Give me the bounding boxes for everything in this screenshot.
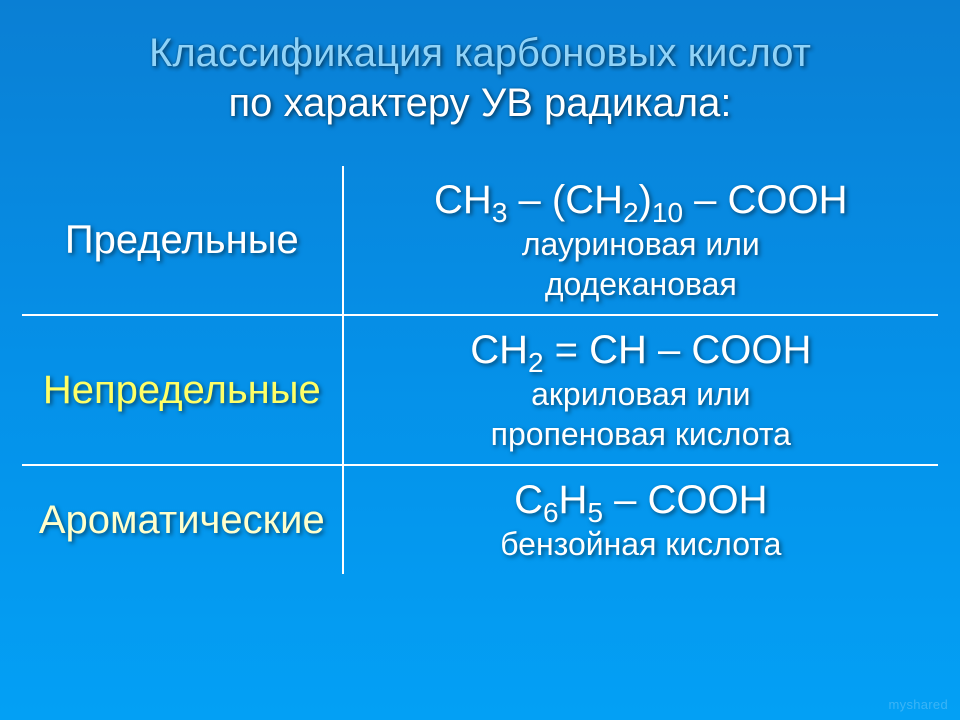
category-label: Предельные	[30, 216, 334, 264]
desc-line: пропеновая кислота	[352, 414, 930, 454]
formula-cell: C6H5 – COOH бензойная кислота	[343, 465, 938, 574]
formula: CH3 – (CH2)10 – COOH	[352, 176, 930, 224]
desc-line: додекановая	[352, 264, 930, 304]
formula-cell: CH2 = CH – COOH акриловая или пропеновая…	[343, 315, 938, 465]
formula: CH2 = CH – COOH	[352, 326, 930, 374]
slide: Классификация карбоновых кислот по харак…	[0, 0, 960, 720]
watermark: myshared	[889, 697, 948, 712]
desc-line: лауриновая или	[352, 224, 930, 264]
title-block: Классификация карбоновых кислот по харак…	[22, 28, 938, 128]
desc-line: акриловая или	[352, 374, 930, 414]
table-row: Ароматические C6H5 – COOH бензойная кисл…	[22, 465, 938, 574]
formula-cell: CH3 – (CH2)10 – COOH лауриновая или доде…	[343, 166, 938, 315]
category-cell: Ароматические	[22, 465, 343, 574]
title-line-2: по характеру УВ радикала:	[22, 78, 938, 128]
formula: C6H5 – COOH	[352, 476, 930, 524]
category-cell: Предельные	[22, 166, 343, 315]
category-label: Непредельные	[30, 366, 334, 414]
category-label: Ароматические	[30, 496, 334, 544]
title-line-1: Классификация карбоновых кислот	[22, 28, 938, 78]
category-cell: Непредельные	[22, 315, 343, 465]
table-row: Непредельные CH2 = CH – COOH акриловая и…	[22, 315, 938, 465]
classification-table: Предельные CH3 – (CH2)10 – COOH лауринов…	[22, 166, 938, 574]
desc-line: бензойная кислота	[352, 524, 930, 564]
table-row: Предельные CH3 – (CH2)10 – COOH лауринов…	[22, 166, 938, 315]
